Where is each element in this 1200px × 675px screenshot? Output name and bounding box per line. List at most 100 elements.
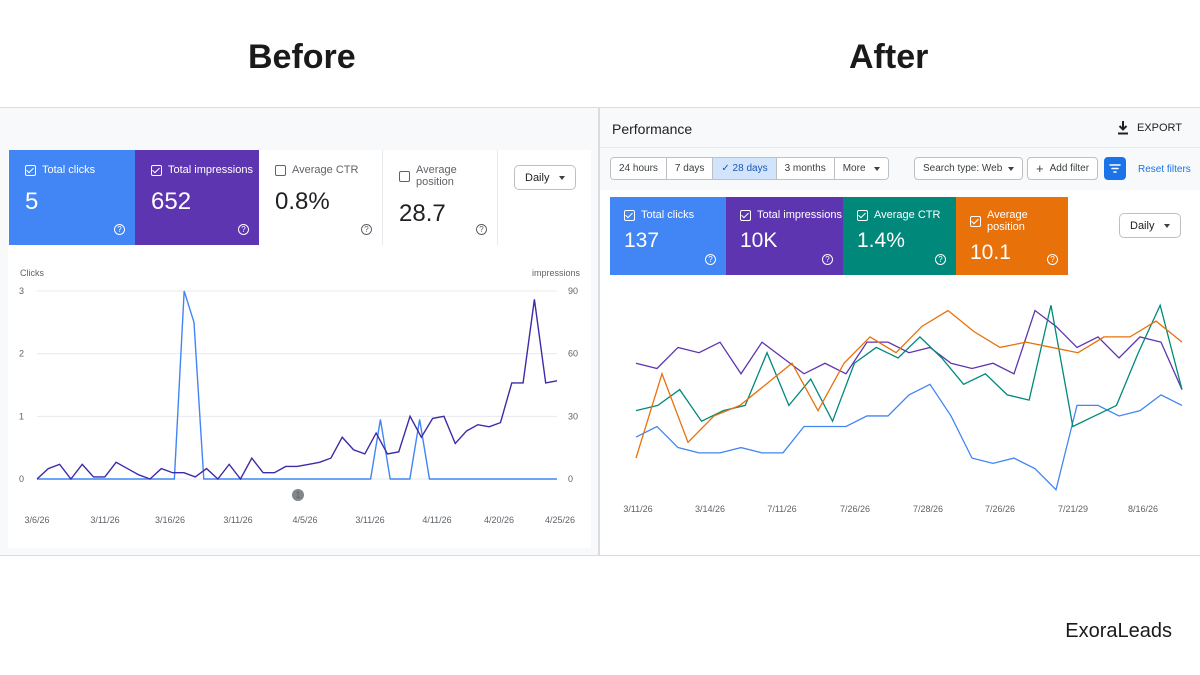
chevron-down-icon: [873, 166, 880, 171]
y2-tick-label: 30: [568, 411, 578, 421]
y-tick-label: 3: [19, 286, 24, 296]
before-daily-dropdown[interactable]: Daily: [514, 165, 577, 190]
y-tick-label: 1: [19, 411, 24, 421]
x-tick-label: 3/16/26: [155, 515, 185, 525]
daily-label: Daily: [1130, 219, 1155, 232]
x-tick-label: 7/26/26: [985, 504, 1015, 514]
metric-label-text: Average position: [416, 164, 457, 188]
reset-filters-link[interactable]: Reset filters: [1138, 164, 1191, 175]
date-range-label: ✓ 28 days: [721, 163, 768, 174]
date-range-label: 7 days: [674, 163, 705, 174]
x-tick-label: 4/5/26: [292, 515, 317, 525]
export-button[interactable]: EXPORT: [1117, 121, 1182, 135]
date-range-label: 3 months: [784, 163, 826, 174]
export-label: EXPORT: [1136, 122, 1182, 134]
checkbox-icon[interactable]: [740, 209, 751, 221]
metric-value: 652: [151, 188, 192, 215]
series-line-clicks: [37, 290, 557, 480]
download-icon: [1117, 121, 1128, 135]
after-chart: 3/11/26 3/14/26 7/11/26 7/26/26 7/28/26 7/26/…: [623, 303, 1183, 514]
after-daily-dropdown[interactable]: Daily: [1119, 213, 1182, 238]
metric-value: 28.7: [399, 200, 446, 227]
annotation-marker[interactable]: 1: [292, 489, 304, 501]
help-icon[interactable]: ?: [935, 254, 946, 265]
series-line-1: [635, 309, 1183, 390]
metric-label-text: Average position: [987, 209, 1028, 233]
chevron-down-icon: [1008, 166, 1015, 171]
series-line-0: [635, 383, 1183, 492]
metric-label-text: Total impressions: [168, 164, 253, 176]
x-tick-label: 7/28/26: [913, 504, 943, 514]
x-tick-label: 4/25/26: [545, 515, 575, 525]
chevron-down-icon: [1164, 223, 1171, 228]
search-type-filter[interactable]: Search type: Web: [914, 157, 1024, 180]
x-tick-label: 3/11/26: [90, 515, 119, 525]
chevron-down-icon: [559, 175, 566, 180]
annotation-number: 1: [295, 490, 300, 500]
search-type-label: Search type: Web: [923, 163, 1003, 174]
filter-icon: [1109, 164, 1121, 173]
series-line-impressions: [36, 299, 558, 481]
metric-label-text: Average CTR: [292, 164, 359, 176]
plus-icon: +: [1036, 160, 1044, 176]
x-tick-label: 7/11/26: [767, 504, 796, 514]
after-card-average-position[interactable]: Average position 10.1?: [956, 197, 1068, 275]
help-icon[interactable]: ?: [705, 254, 716, 265]
date-range-selector: 24 hours 7 days ✓ 28 days 3 months More: [610, 157, 889, 180]
x-tick-label: 4/20/26: [484, 515, 514, 525]
metric-label: Total impressions: [740, 209, 843, 221]
before-card-average-ctr[interactable]: Average CTR 0.8%?: [259, 150, 383, 245]
checkbox-icon[interactable]: [25, 164, 36, 176]
series-line-2: [635, 303, 1183, 428]
x-tick-label: 7/21/29: [1058, 504, 1088, 514]
help-icon[interactable]: ?: [476, 224, 487, 235]
y2-tick-label: 0: [568, 474, 573, 484]
checkbox-icon[interactable]: [151, 164, 162, 176]
help-icon[interactable]: ?: [822, 254, 833, 265]
metric-label-text: Average CTR: [874, 209, 941, 221]
add-filter-label: Add filter: [1049, 163, 1090, 174]
metric-value: 0.8%: [275, 188, 330, 215]
metric-value: 1.4%: [857, 229, 905, 252]
metric-label: Average CTR: [857, 209, 956, 221]
before-heading: Before: [248, 38, 356, 76]
metric-value: 5: [25, 188, 39, 215]
after-card-average-ctr[interactable]: Average CTR 1.4%?: [843, 197, 956, 275]
x-tick-label: 7/26/26: [840, 504, 870, 514]
brand-logo: ExoraLeads: [1065, 620, 1172, 642]
before-card-total-impressions[interactable]: Total impressions 652?: [135, 150, 259, 245]
y2-tick-label: 90: [568, 286, 578, 296]
date-range-more[interactable]: More: [834, 158, 888, 179]
date-range-7-days[interactable]: 7 days: [666, 158, 714, 179]
date-range-3-months[interactable]: 3 months: [776, 158, 835, 179]
date-range-28-days[interactable]: ✓ 28 days: [713, 158, 777, 179]
checkbox-icon[interactable]: [624, 209, 635, 221]
checkbox-icon[interactable]: [970, 215, 981, 227]
checkbox-icon[interactable]: [399, 170, 410, 182]
metric-label: Average position: [970, 209, 1068, 233]
before-panel: Total clicks 5? Total impressions 652? Avera…: [0, 107, 599, 556]
x-tick-label: 3/14/26: [695, 504, 725, 514]
before-card-average-position[interactable]: Average position 28.7?: [383, 150, 498, 245]
checkbox-icon[interactable]: [857, 209, 868, 221]
metric-value: 10.1: [970, 241, 1011, 264]
after-card-total-impressions[interactable]: Total impressions 10K?: [726, 197, 843, 275]
after-card-total-clicks[interactable]: Total clicks 137?: [610, 197, 726, 275]
date-range-24-hours[interactable]: 24 hours: [611, 158, 667, 179]
metric-label: Total clicks: [25, 164, 135, 176]
x-tick-label: 4/11/26: [422, 515, 451, 525]
filter-options-button[interactable]: [1104, 157, 1126, 180]
metric-value: 10K: [740, 229, 778, 252]
help-icon[interactable]: ?: [361, 224, 372, 235]
after-heading: After: [849, 38, 929, 76]
y2-tick-label: 60: [568, 349, 578, 359]
help-icon[interactable]: ?: [238, 224, 249, 235]
checkbox-icon[interactable]: [275, 164, 286, 176]
add-filter-button[interactable]: + Add filter: [1027, 157, 1099, 180]
before-chart: Clicks impressions 0 0 1 30 2 60 3 90 3/6/26 3/11/2…: [19, 268, 581, 525]
page-title: Performance: [612, 121, 693, 137]
help-icon[interactable]: ?: [1047, 254, 1058, 265]
help-icon[interactable]: ?: [114, 224, 125, 235]
before-card-total-clicks[interactable]: Total clicks 5?: [9, 150, 135, 245]
series-line-3: [635, 309, 1183, 459]
